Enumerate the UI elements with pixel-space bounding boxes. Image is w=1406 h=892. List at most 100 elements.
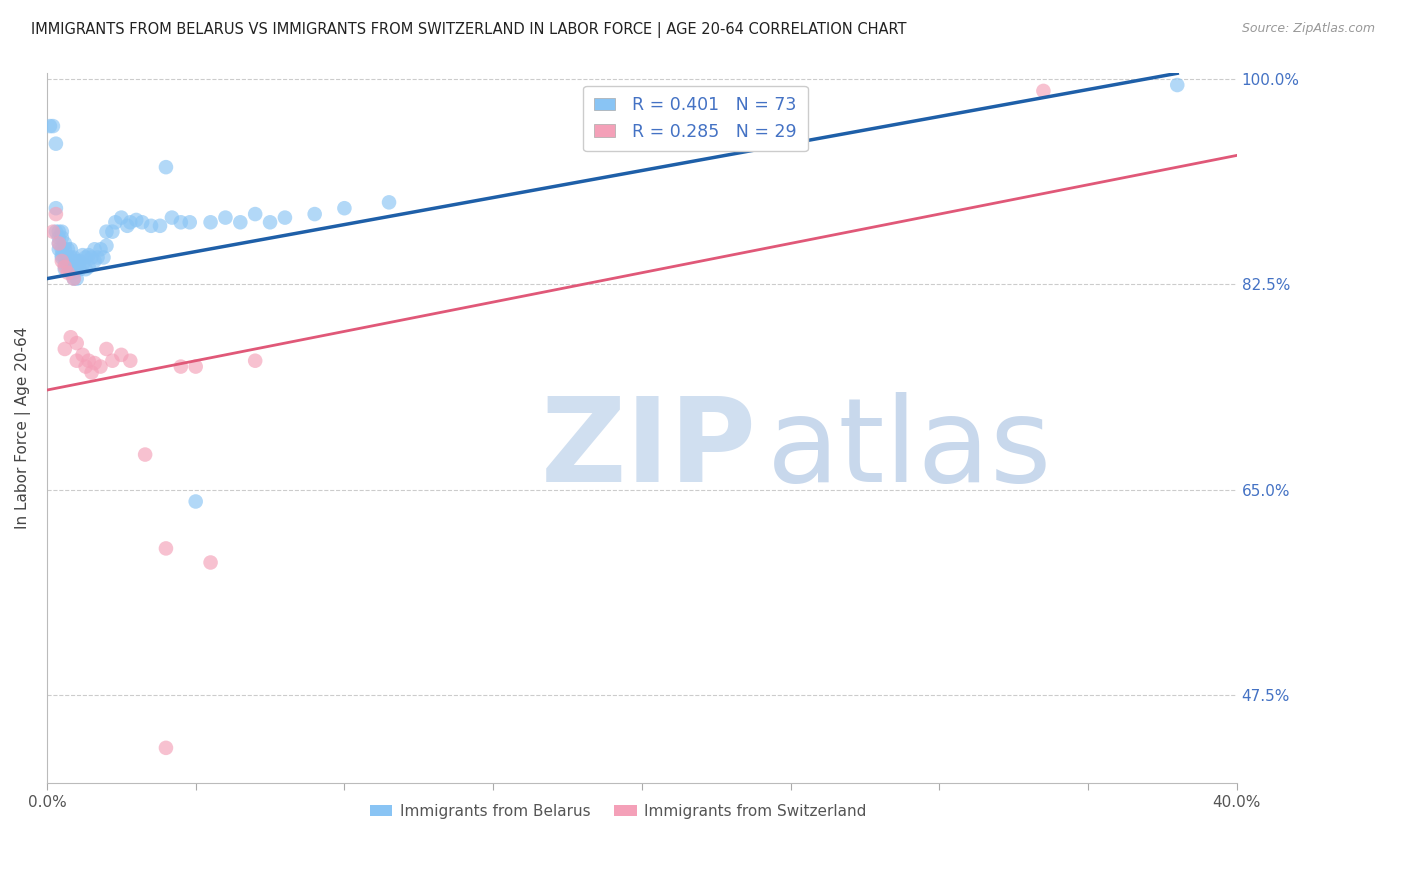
Point xyxy=(96,225,118,239)
Point xyxy=(117,219,139,233)
Point xyxy=(83,356,105,370)
Point xyxy=(59,251,82,265)
Point xyxy=(72,258,94,272)
Point xyxy=(39,119,62,133)
Point xyxy=(62,251,84,265)
Point xyxy=(42,225,65,239)
Point xyxy=(48,242,70,256)
Point xyxy=(51,254,73,268)
Point xyxy=(83,242,105,256)
Point xyxy=(200,556,222,570)
Point xyxy=(120,353,142,368)
Point xyxy=(104,215,127,229)
Point xyxy=(53,342,76,356)
Point xyxy=(48,236,70,251)
Point xyxy=(110,211,132,225)
Point xyxy=(59,242,82,256)
Point xyxy=(48,225,70,239)
Point xyxy=(45,225,67,239)
Point xyxy=(69,254,91,268)
Point xyxy=(69,262,91,277)
Point xyxy=(274,211,297,225)
Point xyxy=(59,330,82,344)
Point xyxy=(110,348,132,362)
Point xyxy=(200,215,222,229)
Point xyxy=(77,248,100,262)
Point xyxy=(134,448,156,462)
Point xyxy=(1166,78,1188,92)
Point xyxy=(51,248,73,262)
Point xyxy=(243,207,266,221)
Point xyxy=(75,251,97,265)
Point xyxy=(59,260,82,274)
Point xyxy=(378,195,401,210)
Point xyxy=(51,242,73,256)
Point xyxy=(184,494,207,508)
Point xyxy=(62,271,84,285)
Point xyxy=(53,260,76,274)
Point xyxy=(93,251,115,265)
Point xyxy=(42,119,65,133)
Point xyxy=(72,348,94,362)
Point xyxy=(80,366,103,380)
Point xyxy=(56,266,79,280)
Point xyxy=(89,359,111,374)
Point xyxy=(139,219,162,233)
Point xyxy=(56,242,79,256)
Point xyxy=(101,225,124,239)
Point xyxy=(125,213,148,227)
Point xyxy=(48,236,70,251)
Point xyxy=(304,207,326,221)
Point xyxy=(75,359,97,374)
Point xyxy=(66,336,89,351)
Text: ZIP: ZIP xyxy=(541,392,756,507)
Point xyxy=(214,211,236,225)
Point xyxy=(333,201,356,215)
Point xyxy=(149,219,172,233)
Point xyxy=(66,353,89,368)
Point xyxy=(1032,84,1054,98)
Point xyxy=(66,254,89,268)
Point xyxy=(56,258,79,272)
Text: Source: ZipAtlas.com: Source: ZipAtlas.com xyxy=(1241,22,1375,36)
Point xyxy=(229,215,252,229)
Point xyxy=(89,242,111,256)
Text: IMMIGRANTS FROM BELARUS VS IMMIGRANTS FROM SWITZERLAND IN LABOR FORCE | AGE 20-6: IMMIGRANTS FROM BELARUS VS IMMIGRANTS FR… xyxy=(31,22,907,38)
Point xyxy=(101,353,124,368)
Point xyxy=(51,251,73,265)
Point xyxy=(155,740,177,755)
Point xyxy=(45,201,67,215)
Text: atlas: atlas xyxy=(766,392,1052,507)
Point xyxy=(96,239,118,253)
Point xyxy=(75,262,97,277)
Point xyxy=(184,359,207,374)
Point xyxy=(53,262,76,277)
Point xyxy=(155,160,177,174)
Point xyxy=(53,236,76,251)
Point xyxy=(77,260,100,274)
Point xyxy=(51,230,73,244)
Point xyxy=(83,254,105,268)
Point xyxy=(170,359,193,374)
Point xyxy=(62,266,84,280)
Point xyxy=(80,251,103,265)
Point xyxy=(66,271,89,285)
Point xyxy=(155,541,177,556)
Point xyxy=(77,353,100,368)
Point xyxy=(53,251,76,265)
Point xyxy=(51,225,73,239)
Point xyxy=(179,215,201,229)
Point xyxy=(120,215,142,229)
Point xyxy=(131,215,153,229)
Point xyxy=(243,353,266,368)
Point xyxy=(72,248,94,262)
Point xyxy=(259,215,281,229)
Y-axis label: In Labor Force | Age 20-64: In Labor Force | Age 20-64 xyxy=(15,327,31,529)
Point xyxy=(48,230,70,244)
Point xyxy=(45,136,67,151)
Point xyxy=(66,262,89,277)
Point xyxy=(96,342,118,356)
Legend: Immigrants from Belarus, Immigrants from Switzerland: Immigrants from Belarus, Immigrants from… xyxy=(363,797,873,825)
Point xyxy=(45,207,67,221)
Point xyxy=(170,215,193,229)
